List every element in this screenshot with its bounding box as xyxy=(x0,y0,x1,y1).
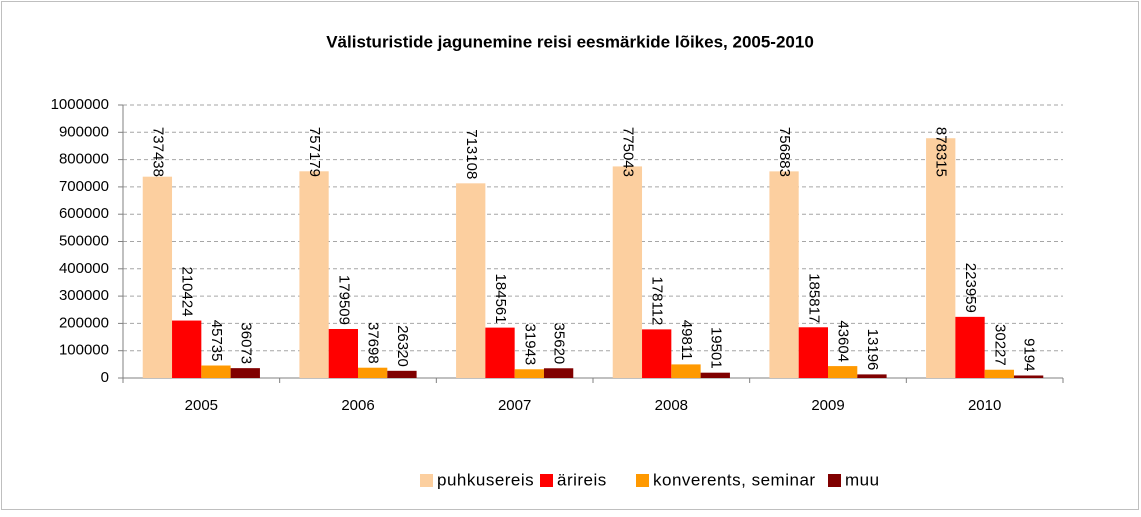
bar xyxy=(172,320,202,378)
x-tick-label: 2010 xyxy=(968,397,1001,414)
bar xyxy=(299,171,329,378)
y-tick-label: 600000 xyxy=(59,205,109,222)
y-tick-label: 500000 xyxy=(59,232,109,249)
legend-swatch xyxy=(540,474,553,487)
data-label: 26320 xyxy=(394,325,411,367)
bar xyxy=(955,316,985,378)
bar xyxy=(798,327,828,378)
bar xyxy=(857,374,887,378)
bar xyxy=(543,368,574,378)
bar xyxy=(514,369,544,378)
bar xyxy=(612,166,643,378)
bar xyxy=(769,171,799,378)
data-label: 30227 xyxy=(991,324,1008,366)
bar xyxy=(456,183,486,378)
x-tick-label: 2008 xyxy=(655,397,688,414)
bar xyxy=(328,328,358,378)
x-tick-label: 2005 xyxy=(185,397,218,414)
data-label: 49811 xyxy=(678,320,695,361)
data-label: 757179 xyxy=(306,127,323,177)
bar xyxy=(142,176,173,378)
data-label: 210424 xyxy=(179,266,196,316)
bar xyxy=(387,370,417,378)
data-label: 713108 xyxy=(463,129,480,179)
data-label: 19501 xyxy=(707,327,724,369)
bar xyxy=(358,367,388,378)
x-tick-label: 2009 xyxy=(811,397,844,414)
y-tick-label: 200000 xyxy=(59,314,109,331)
data-label: 36073 xyxy=(237,322,254,364)
data-label: 13196 xyxy=(864,329,881,371)
bar xyxy=(700,372,730,378)
bar xyxy=(230,368,260,378)
bar xyxy=(671,364,701,378)
legend-label: puhkusereis xyxy=(437,470,534,489)
legend-swatch xyxy=(636,474,649,487)
data-label: 184561 xyxy=(492,274,509,324)
bar xyxy=(642,329,672,378)
data-label: 9194 xyxy=(1021,338,1038,371)
y-tick-label: 1000000 xyxy=(51,96,109,113)
data-label: 37698 xyxy=(365,322,382,364)
bar xyxy=(926,138,956,378)
y-tick-label: 400000 xyxy=(59,260,109,277)
chart-title: Välisturistide jagunemine reisi eesmärki… xyxy=(326,32,814,51)
data-label: 223959 xyxy=(962,263,979,313)
data-label: 179509 xyxy=(335,275,352,325)
data-label: 31943 xyxy=(521,324,538,366)
x-tick-label: 2007 xyxy=(498,397,531,414)
x-tick-label: 2006 xyxy=(341,397,374,414)
data-label: 43604 xyxy=(835,320,852,362)
y-tick-label: 800000 xyxy=(59,151,109,168)
legend-label: ärireis xyxy=(557,470,607,489)
y-tick-label: 700000 xyxy=(59,178,109,195)
legend-label: muu xyxy=(845,470,880,489)
data-label: 737438 xyxy=(149,127,166,177)
data-label: 185817 xyxy=(805,273,822,323)
data-label: 775043 xyxy=(619,127,636,177)
bar xyxy=(828,366,858,378)
y-tick-label: 0 xyxy=(101,369,109,386)
data-label: 878315 xyxy=(933,127,950,177)
y-tick-label: 300000 xyxy=(59,287,109,304)
bar xyxy=(485,327,515,378)
legend-swatch xyxy=(828,474,841,487)
legend-swatch xyxy=(420,474,433,487)
data-label: 45735 xyxy=(208,320,225,362)
y-tick-label: 100000 xyxy=(59,342,109,359)
bar xyxy=(984,369,1014,378)
data-label: 178112 xyxy=(649,276,666,325)
bar xyxy=(1013,375,1044,378)
bar xyxy=(201,365,231,378)
y-tick-label: 900000 xyxy=(59,123,109,140)
data-label: 35620 xyxy=(551,323,568,365)
legend-label: konverents, seminar xyxy=(653,470,816,489)
data-label: 756883 xyxy=(776,127,793,177)
